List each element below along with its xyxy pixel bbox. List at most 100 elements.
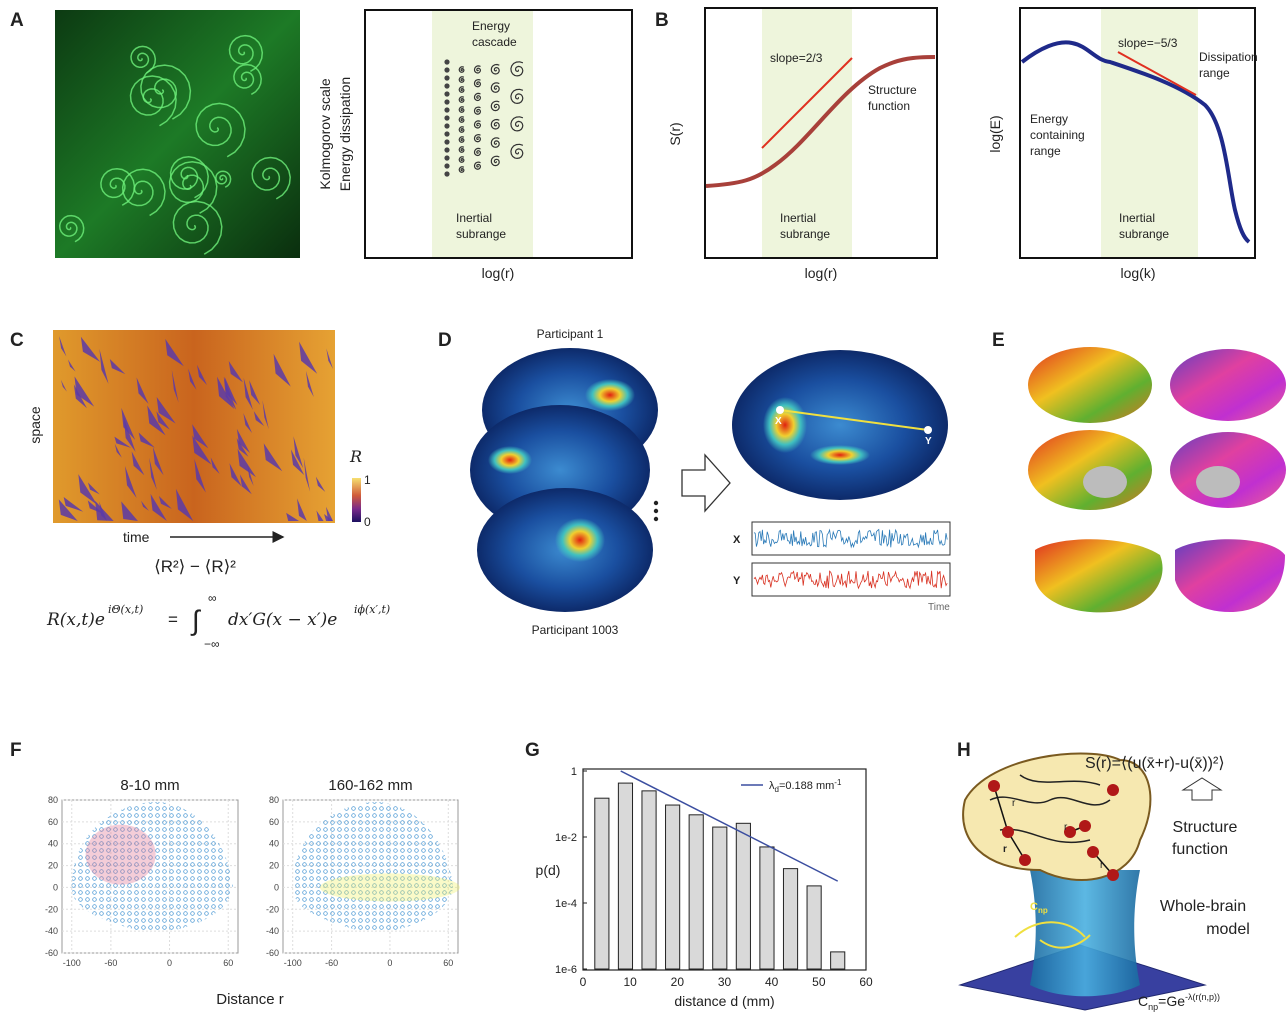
defect — [125, 465, 137, 499]
node — [1107, 869, 1119, 881]
swirl — [58, 214, 85, 243]
note: range — [1199, 66, 1230, 80]
eddy-cascade — [444, 59, 524, 177]
phase-defects — [58, 336, 333, 521]
nodes — [988, 780, 1119, 881]
eddy — [444, 91, 450, 97]
eddy — [458, 136, 465, 143]
x-label: Distance r — [216, 991, 284, 1008]
eddy — [490, 100, 500, 112]
phase-field — [53, 330, 335, 523]
defect — [223, 376, 237, 410]
plot-frame — [704, 7, 938, 259]
note: subrange — [1119, 227, 1169, 241]
defect — [192, 435, 212, 465]
spectrum-curve — [1020, 40, 1251, 244]
defect — [171, 369, 179, 403]
defect — [237, 448, 256, 478]
bar — [617, 782, 634, 970]
bar — [806, 885, 822, 970]
x-tick-label: -100 — [284, 958, 302, 968]
defect — [262, 400, 269, 430]
y-tick-label: -40 — [266, 926, 279, 936]
arrow — [681, 453, 731, 513]
defect — [87, 482, 100, 495]
defect — [229, 463, 242, 487]
structure-curve — [705, 55, 936, 188]
slope-line — [1117, 51, 1197, 96]
eddy — [458, 76, 465, 83]
defect — [147, 405, 166, 436]
note: cascade — [472, 35, 517, 49]
note: Inertial — [780, 211, 816, 225]
defect — [136, 377, 149, 404]
defect — [197, 364, 207, 385]
y-label: S(r) — [667, 122, 683, 145]
eddy — [490, 155, 500, 167]
x-label: distance d (mm) — [674, 993, 774, 1009]
flat-map — [1175, 539, 1285, 612]
eddy — [444, 155, 450, 161]
node — [776, 406, 784, 414]
bar — [735, 822, 751, 970]
ellipsis-dot — [653, 516, 659, 522]
bar — [594, 797, 610, 970]
chart-title: 8-10 mm — [120, 777, 179, 794]
defect — [326, 348, 333, 369]
eddy — [458, 146, 465, 153]
defect — [141, 500, 149, 511]
equation: R(x,t)e — [46, 610, 105, 630]
defect — [156, 411, 170, 430]
edge-label: r — [1003, 844, 1007, 855]
activation — [810, 445, 870, 465]
point-cloud — [292, 802, 454, 933]
defect — [236, 428, 250, 453]
brain-parcellation — [1028, 430, 1152, 510]
defect — [210, 457, 220, 474]
trace-label: X — [733, 534, 741, 546]
colorbar-tick: 1 — [364, 473, 371, 487]
defect — [188, 368, 197, 390]
highlight — [85, 824, 156, 885]
panel-label: D — [438, 330, 452, 351]
bar — [688, 814, 704, 970]
eddy — [458, 126, 465, 133]
eddy — [444, 131, 450, 137]
coupling-label: Cnp — [1030, 901, 1048, 915]
y-tick-label: -60 — [266, 948, 279, 958]
trace — [753, 528, 948, 549]
y-tick-label: 20 — [48, 861, 58, 871]
x-label: time — [123, 529, 150, 545]
defect — [149, 457, 157, 490]
equation: = — [168, 610, 178, 629]
defect — [95, 500, 114, 521]
eddy — [473, 133, 482, 143]
y-tick-label: 80 — [269, 795, 279, 805]
defect — [123, 417, 136, 452]
eddy — [444, 171, 450, 177]
legend-label: λd=0.188 mm-1 — [769, 778, 842, 794]
defect — [58, 499, 78, 521]
edge-label: r — [1064, 822, 1068, 833]
defect — [217, 376, 235, 410]
x-tick-label: 10 — [623, 975, 637, 989]
equation: ∞ — [208, 591, 217, 605]
eddy — [490, 118, 500, 130]
eddy — [510, 116, 524, 132]
y-tick-label: 1e-4 — [555, 898, 577, 910]
note: model — [1206, 921, 1250, 938]
eddy — [444, 83, 450, 89]
defect — [249, 380, 261, 405]
note: function — [868, 99, 910, 113]
defect — [263, 443, 283, 472]
variance: ⟨R²⟩ − ⟨R⟩² — [154, 557, 236, 576]
fit-line — [620, 770, 839, 882]
flat-map — [1035, 539, 1163, 613]
defect — [80, 336, 101, 362]
defect — [158, 495, 172, 509]
brain-surface — [732, 350, 948, 500]
x-tick-label: 40 — [765, 975, 779, 989]
ellipsis-dot — [653, 500, 659, 506]
y-tick-label: 20 — [269, 861, 279, 871]
point-label: X — [775, 416, 782, 427]
